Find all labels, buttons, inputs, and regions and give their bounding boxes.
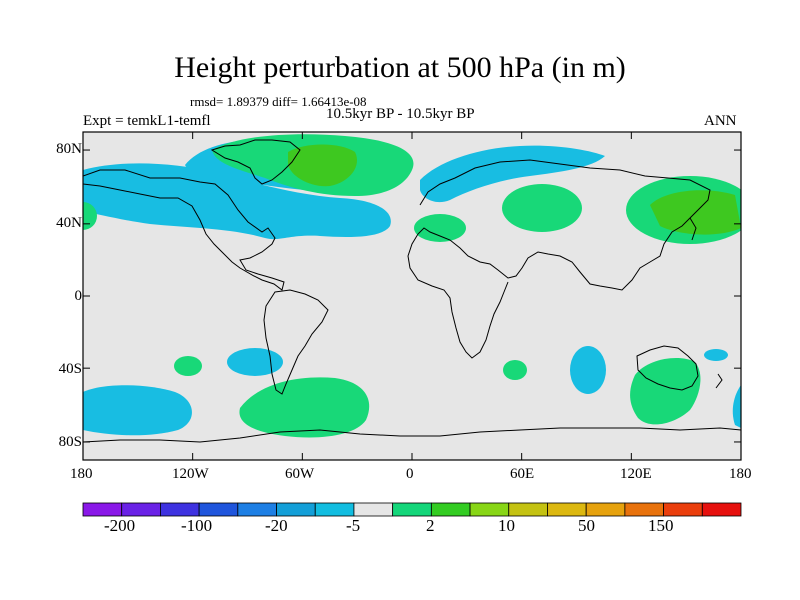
colorbar-swatch: [547, 502, 587, 517]
lat-label-40n: 40N: [56, 215, 82, 231]
coastlines: [83, 139, 741, 443]
colorbar-swatch: [469, 502, 510, 517]
coastline-greenland: [210, 139, 301, 185]
colorbar-swatch: [392, 502, 432, 517]
rmsd-diff-stats: rmsd= 1.89379 diff= 1.66413e-08: [190, 94, 367, 109]
lon-label-0: 0: [406, 466, 414, 482]
south-pacific-large-negative-region: [83, 385, 192, 436]
colorbar-swatch: [198, 502, 239, 517]
lon-label-60w: 60W: [285, 466, 315, 482]
colorbar-swatch: [353, 502, 394, 517]
lon-label-120w: 120W: [172, 466, 209, 482]
plot-title: Height perturbation at 500 hPa (in m): [174, 51, 626, 84]
colorbar-label-50: 50: [578, 516, 595, 535]
coastline-antarctica: [83, 427, 741, 443]
colorbar-label-neg20: -20: [265, 516, 288, 535]
colorbar-swatch: [82, 502, 123, 517]
indian-ocean-negative-region: [570, 346, 606, 394]
colorbar-label-neg200: -200: [104, 516, 136, 535]
colorbar-swatch: [701, 502, 742, 517]
colorbar-label-neg5: -5: [346, 516, 361, 535]
lat-label-80s: 80S: [58, 434, 82, 450]
colorbar-swatch: [624, 502, 664, 517]
colorbar-label-150: 150: [648, 516, 674, 535]
lon-label-180e: 180: [729, 466, 752, 482]
atlantic-europe-positive-region: [502, 184, 582, 232]
colorbar-swatch: [276, 502, 316, 517]
colorbar-swatch: [237, 502, 277, 517]
colorbar-label-10: 10: [498, 516, 515, 535]
coastline-north-america: [83, 169, 285, 291]
eurasia-arctic-negative-region: [420, 145, 605, 203]
northwest-edge-positive-region: [83, 202, 97, 230]
south-american-positive-region: [239, 377, 370, 438]
colorbar-label-neg100: -100: [181, 516, 213, 535]
south-pacific-negative-region: [227, 348, 283, 376]
colorbar-swatch: [121, 502, 161, 517]
colorbar-swatch: [508, 502, 548, 517]
lon-label-180w: 180: [70, 466, 93, 482]
coastline-eurasia-africa: [407, 159, 711, 359]
greenland-dark-positive-core: [288, 144, 358, 187]
east-edge-negative-region: [732, 385, 741, 428]
lon-label-120e: 120E: [620, 466, 652, 482]
coastline-south-america: [263, 289, 329, 395]
lat-label-eq: 0: [74, 288, 83, 304]
colorbar-swatch: [430, 502, 471, 517]
coastline-new-zealand: [715, 373, 723, 389]
north-atlantic-negative-region: [83, 163, 391, 240]
colorbar-label-2: 2: [426, 516, 435, 535]
colorbar: [82, 502, 742, 517]
colorbar-swatch: [585, 502, 626, 517]
tropical-pacific-positive-region: [174, 356, 202, 376]
lat-label-40s: 40S: [58, 361, 82, 377]
lon-label-60e: 60E: [510, 466, 535, 482]
colorbar-swatch: [663, 502, 703, 517]
sw-pacific-negative-region: [704, 349, 728, 361]
coastline-japan: [689, 217, 697, 241]
season-label: ANN: [704, 113, 737, 129]
coastline-australia: [636, 345, 699, 391]
experiment-label: Expt = temkL1-temfl: [83, 113, 211, 129]
colorbar-swatch: [160, 502, 200, 517]
positive-anomaly-regions: [83, 134, 741, 438]
south-atlantic-positive-region: [503, 360, 527, 380]
lat-label-80n: 80N: [56, 141, 82, 157]
colorbar-swatch: [314, 502, 355, 517]
period-label: 10.5kyr BP - 10.5kyr BP: [326, 106, 475, 122]
mediterranean-positive-region: [414, 214, 466, 242]
axis-ticks: [82, 132, 742, 460]
australia-south-positive-region: [630, 358, 701, 425]
